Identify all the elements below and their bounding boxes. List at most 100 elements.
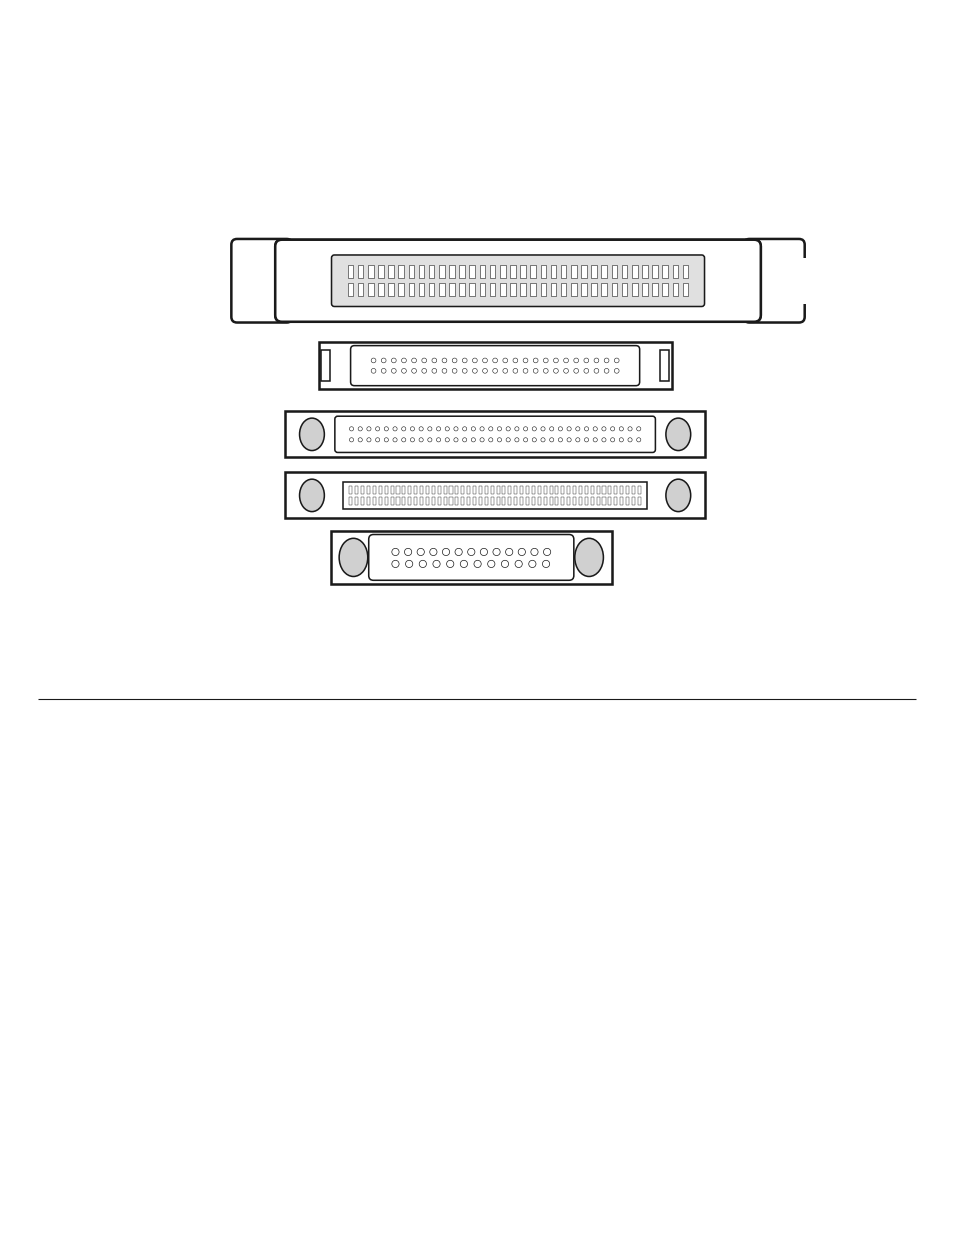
Bar (390, 485, 394, 494)
Circle shape (421, 368, 426, 373)
Circle shape (558, 437, 562, 442)
Circle shape (371, 368, 375, 373)
Bar (443, 496, 446, 505)
Bar (611, 284, 617, 296)
Bar (540, 284, 545, 296)
Bar (449, 496, 452, 505)
Circle shape (543, 358, 548, 363)
Bar (408, 266, 414, 278)
Circle shape (391, 358, 395, 363)
Circle shape (418, 561, 426, 568)
Circle shape (515, 437, 518, 442)
Circle shape (522, 358, 527, 363)
FancyBboxPatch shape (368, 535, 574, 580)
Circle shape (462, 368, 467, 373)
Bar (318, 342, 671, 389)
Circle shape (501, 561, 508, 568)
Circle shape (381, 358, 386, 363)
Circle shape (479, 427, 484, 431)
Circle shape (594, 358, 598, 363)
Bar (355, 496, 358, 505)
Circle shape (393, 437, 396, 442)
Circle shape (540, 437, 544, 442)
Bar (625, 496, 628, 505)
Circle shape (573, 358, 578, 363)
Circle shape (471, 437, 475, 442)
Circle shape (493, 548, 499, 556)
Bar (438, 266, 444, 278)
Circle shape (492, 368, 497, 373)
Bar (590, 485, 593, 494)
Circle shape (627, 437, 632, 442)
Bar (469, 284, 475, 296)
Bar (614, 496, 617, 505)
Bar (479, 284, 485, 296)
Circle shape (573, 368, 578, 373)
Circle shape (462, 358, 467, 363)
FancyBboxPatch shape (274, 240, 760, 322)
Bar (418, 284, 424, 296)
Bar (496, 496, 499, 505)
Bar (402, 496, 405, 505)
Bar (490, 496, 494, 505)
Bar (560, 496, 564, 505)
Bar (573, 485, 576, 494)
Circle shape (594, 368, 598, 373)
Bar (499, 266, 505, 278)
FancyBboxPatch shape (743, 238, 803, 322)
Bar (429, 266, 434, 278)
Bar (508, 485, 511, 494)
Bar (437, 485, 440, 494)
Circle shape (492, 358, 497, 363)
Ellipse shape (574, 538, 602, 577)
Circle shape (497, 437, 501, 442)
Bar (631, 284, 637, 296)
Bar (390, 496, 394, 505)
Circle shape (532, 437, 536, 442)
Circle shape (357, 437, 362, 442)
Bar (396, 485, 399, 494)
Circle shape (392, 561, 398, 568)
Circle shape (583, 368, 588, 373)
Circle shape (392, 548, 398, 556)
Circle shape (427, 437, 432, 442)
Circle shape (462, 437, 466, 442)
Circle shape (462, 427, 466, 431)
Circle shape (566, 427, 571, 431)
Circle shape (442, 548, 449, 556)
Circle shape (482, 358, 487, 363)
Bar (388, 284, 394, 296)
Bar (478, 485, 481, 494)
Circle shape (410, 437, 415, 442)
Bar (591, 284, 597, 296)
Bar (489, 284, 495, 296)
Circle shape (530, 548, 537, 556)
Bar (560, 266, 566, 278)
Circle shape (593, 427, 597, 431)
Bar (414, 496, 416, 505)
FancyBboxPatch shape (335, 416, 655, 452)
Bar (602, 496, 605, 505)
Circle shape (459, 561, 467, 568)
Circle shape (575, 437, 579, 442)
Bar (357, 266, 363, 278)
Bar (600, 266, 606, 278)
Bar (367, 485, 370, 494)
Bar (578, 485, 581, 494)
Bar (514, 496, 517, 505)
Bar (473, 485, 476, 494)
Circle shape (515, 561, 521, 568)
Bar (602, 485, 605, 494)
Bar (285, 473, 704, 519)
Bar (519, 266, 525, 278)
Bar (438, 284, 444, 296)
Bar (537, 496, 540, 505)
Bar (377, 284, 383, 296)
Circle shape (553, 368, 558, 373)
Bar (425, 485, 429, 494)
Bar (549, 485, 552, 494)
Bar (449, 266, 455, 278)
Circle shape (513, 358, 517, 363)
Bar (571, 284, 576, 296)
Ellipse shape (299, 479, 324, 511)
